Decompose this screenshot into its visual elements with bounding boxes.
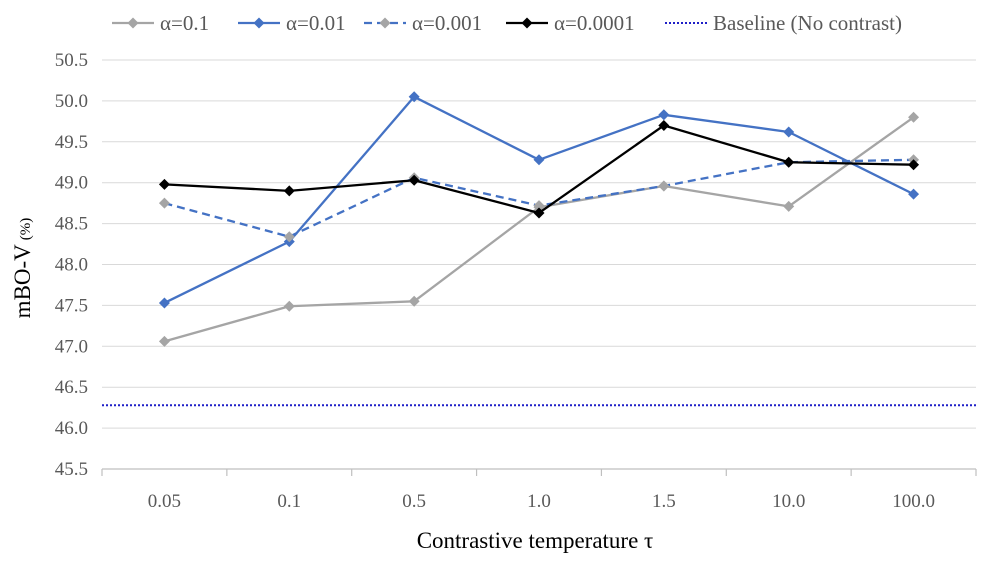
legend-item-1: α=0.1 [112,11,209,35]
series-2 [158,91,920,309]
data-point [158,297,170,309]
series-layer [158,91,920,347]
data-point [283,185,295,197]
data-point [908,111,920,123]
gridlines [102,59,976,429]
y-tick-label: 50.0 [55,91,88,112]
x-tick-label: 0.5 [402,491,426,512]
legend-marker [253,17,265,29]
x-tick-label: 0.1 [277,491,301,512]
x-axis-title: Contrastive temperature τ [417,528,654,553]
data-point [158,178,170,190]
legend: α=0.1 α=0.01 α=0.001 α=0.0001 Baseline (No c… [112,11,902,35]
axes [101,468,977,476]
y-tick-label: 46.0 [55,418,88,439]
x-tick-label: 100.0 [892,491,935,512]
data-point [783,126,795,138]
legend-label: α=0.001 [412,11,482,35]
legend-label: Baseline (No contrast) [713,11,902,35]
x-tick-labels: 0.05 0.1 0.5 1.0 1.5 10.0 100.0 [148,491,935,512]
data-point [783,200,795,212]
x-tick-label: 0.05 [148,491,181,512]
legend-label: α=0.01 [286,11,346,35]
x-tick-label: 10.0 [772,491,805,512]
legend-marker [521,17,533,29]
data-point [658,180,670,192]
y-tick-label: 48.5 [55,214,88,235]
series-1 [158,111,920,347]
data-point [158,335,170,347]
data-point [658,119,670,131]
legend-marker [379,17,391,29]
data-point [783,156,795,168]
legend-label: α=0.1 [160,11,209,35]
legend-item-2: α=0.01 [238,11,346,35]
data-point [658,109,670,121]
data-point [408,91,420,103]
y-tick-label: 49.0 [55,173,88,194]
data-point [158,197,170,209]
series-line [164,116,915,343]
legend-item-5: Baseline (No contrast) [665,11,902,35]
data-point [533,154,545,166]
y-axis-title-unit: (%) [18,218,34,241]
legend-item-4: α=0.0001 [506,11,635,35]
y-axis-title: mBO-V (%) [10,218,35,319]
y-axis-title-main: mBO-V [10,244,35,319]
data-point [908,188,920,200]
legend-marker [127,17,139,29]
y-tick-label: 47.5 [55,295,88,316]
legend-item-3: α=0.001 [364,11,482,35]
data-point [908,159,920,171]
y-tick-labels: 45.5 46.0 46.5 47.0 47.5 48.0 48.5 49.0 49.5 50.0… [55,50,88,480]
y-tick-label: 47.0 [55,336,88,357]
y-tick-label: 50.5 [55,50,88,71]
legend-label: α=0.0001 [554,11,635,35]
x-tick-label: 1.0 [527,491,551,512]
data-point [533,207,545,219]
series-line [163,95,915,304]
x-tick-label: 1.5 [652,491,676,512]
data-point [283,300,295,312]
y-tick-label: 48.0 [55,255,88,276]
data-point [283,231,295,243]
data-point [408,174,420,186]
data-point [408,295,420,307]
data-point [533,200,545,212]
y-tick-label: 45.5 [55,459,88,480]
y-tick-label: 46.5 [55,377,88,398]
y-tick-label: 49.5 [55,132,88,153]
series-4 [158,119,920,219]
series-3 [158,154,920,243]
